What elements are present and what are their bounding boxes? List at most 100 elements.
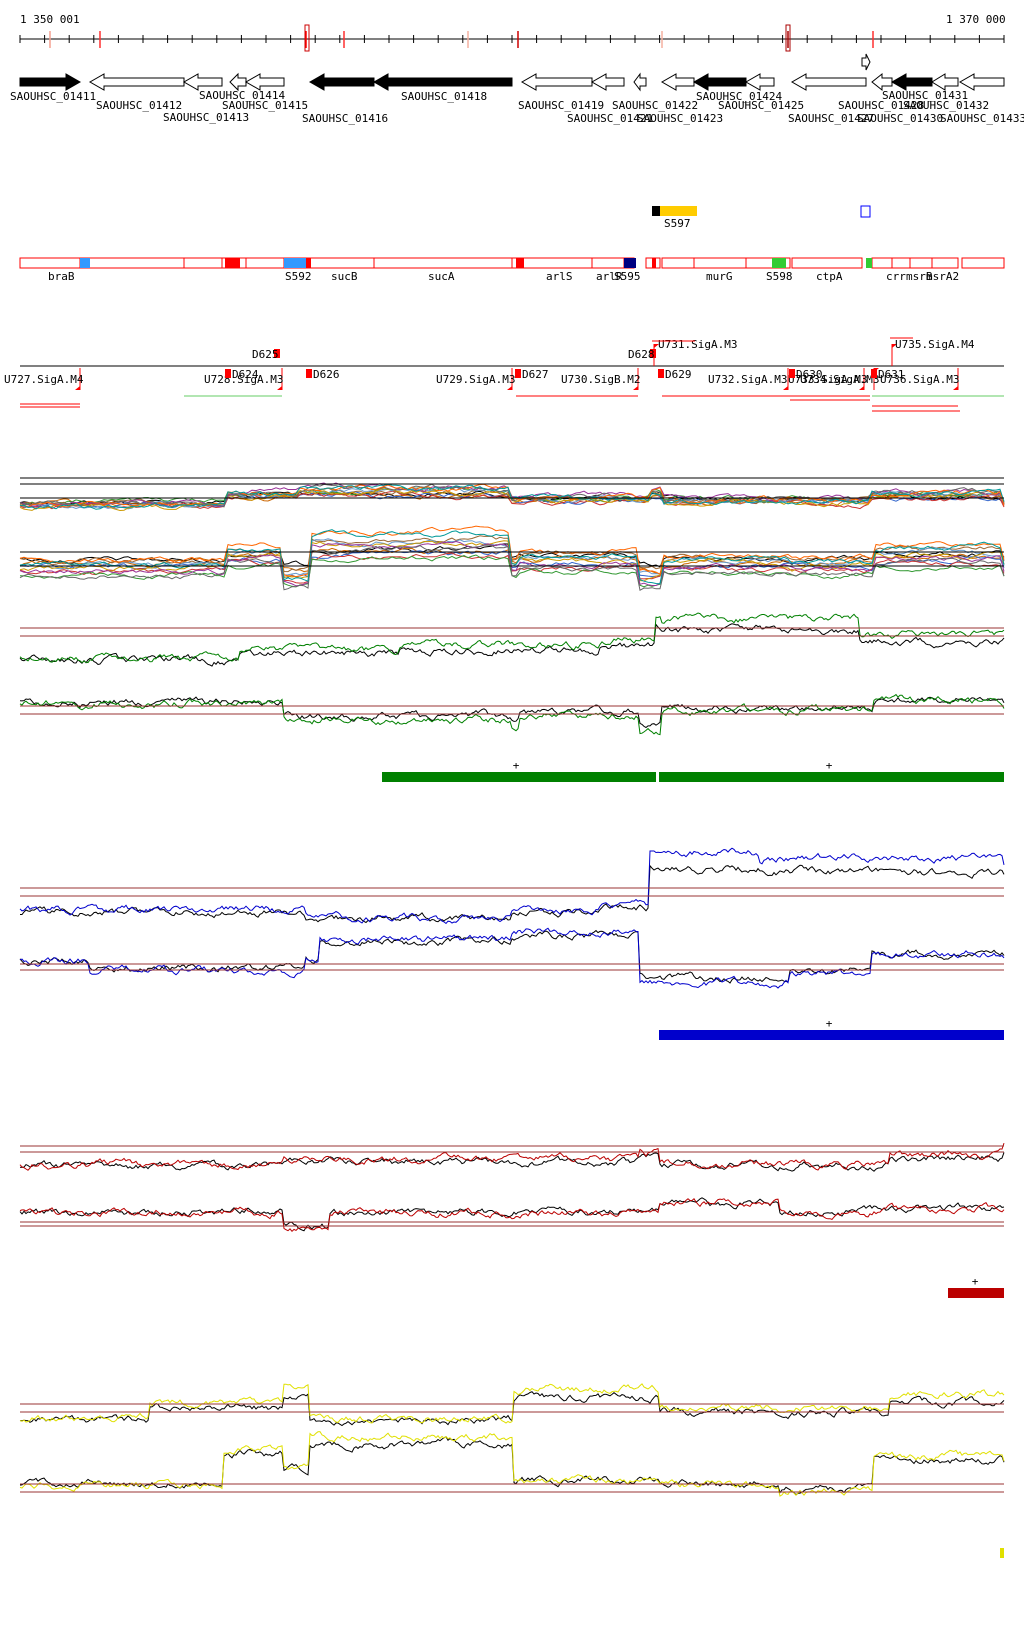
gene-label: SAOUHSC_01411 bbox=[10, 90, 96, 103]
annotation-label: crr bbox=[886, 270, 906, 283]
multi-condition-trace bbox=[19, 544, 1005, 591]
multi-condition-trace bbox=[19, 529, 1005, 585]
upshift-arrowhead bbox=[892, 344, 897, 348]
annotation-fill bbox=[866, 258, 872, 268]
downshift-label: D631 bbox=[878, 368, 905, 381]
upshift-arrowhead bbox=[783, 386, 788, 390]
annotation-box bbox=[591, 257, 625, 269]
annotation-box bbox=[931, 257, 959, 269]
gene-arrow bbox=[244, 73, 285, 91]
significance-plus-label: + bbox=[826, 759, 833, 772]
annotation-fill bbox=[772, 258, 786, 268]
downshift-marker bbox=[225, 369, 231, 378]
upshift-arrowhead bbox=[633, 386, 638, 390]
annotation-fill bbox=[652, 258, 656, 268]
annotation-label: S598 bbox=[766, 270, 793, 283]
gene-label: SAOUHSC_01418 bbox=[401, 90, 487, 103]
gene-label: SAOUHSC_01431 bbox=[882, 89, 968, 102]
gene-arrow bbox=[958, 73, 1005, 91]
gene-label: SAOUHSC_01416 bbox=[302, 112, 388, 125]
annotation-box bbox=[871, 257, 893, 269]
start-coordinate: 1 350 001 bbox=[20, 13, 80, 26]
expression-trace-condition bbox=[19, 1142, 1005, 1171]
gene-arrow bbox=[372, 73, 513, 91]
annotation-box bbox=[961, 257, 1005, 269]
downshift-label: D625 bbox=[252, 348, 279, 361]
significance-bar bbox=[948, 1288, 1004, 1298]
significance-plus-label: + bbox=[826, 1017, 833, 1030]
upshift-label: U733.SigA.M3 bbox=[788, 373, 867, 386]
expression-trace-condition bbox=[19, 1198, 1005, 1233]
gene-arrow bbox=[520, 73, 593, 91]
upshift-label: U732.SigA.M3 bbox=[708, 373, 787, 386]
upshift-label: U727.SigA.M4 bbox=[4, 373, 84, 386]
annotation-box bbox=[745, 257, 775, 269]
gene-label: SAOUHSC_01428 bbox=[838, 99, 924, 112]
gene-label: SAOUHSC_01422 bbox=[612, 99, 698, 112]
upshift-label: U731.SigA.M3 bbox=[658, 338, 737, 351]
gene-arrow bbox=[229, 72, 247, 92]
annotation-label: S595 bbox=[614, 270, 641, 283]
annotation-label: murG bbox=[706, 270, 733, 283]
upshift-label: U730.SigB.M2 bbox=[561, 373, 640, 386]
gene-arrow bbox=[861, 53, 871, 71]
upshift-arrowhead bbox=[507, 386, 512, 390]
novel-feature-s597-bar bbox=[660, 206, 697, 216]
annotation-label: msrA2 bbox=[926, 270, 959, 283]
upshift-arrowhead bbox=[277, 386, 282, 390]
gene-label: SAOUHSC_01433 bbox=[940, 112, 1024, 125]
gene-arrow bbox=[590, 73, 625, 91]
gene-label: SAOUHSC_01424 bbox=[696, 90, 782, 103]
gene-arrow bbox=[633, 72, 647, 92]
annotation-fill bbox=[624, 258, 636, 268]
gene-label: SAOUHSC_01415 bbox=[222, 99, 308, 112]
upshift-label: U735.SigA.M4 bbox=[895, 338, 975, 351]
downshift-marker bbox=[274, 349, 280, 358]
expression-trace-condition bbox=[19, 612, 1005, 664]
gene-label: SAOUHSC_01419 bbox=[518, 99, 604, 112]
downshift-label: D624 bbox=[232, 368, 259, 381]
gene-arrow bbox=[871, 72, 893, 92]
gene-arrow bbox=[744, 73, 775, 91]
gene-label: SAOUHSC_01421 bbox=[567, 112, 653, 125]
upshift-label: U736.SigA.M3 bbox=[880, 373, 959, 386]
expression-trace-reference bbox=[19, 696, 1005, 729]
downshift-marker bbox=[306, 369, 312, 378]
gene-arrow bbox=[890, 73, 933, 91]
upshift-arrowhead bbox=[953, 386, 958, 390]
multi-condition-trace bbox=[19, 552, 1005, 584]
annotation-label: arlS bbox=[546, 270, 573, 283]
downshift-marker bbox=[789, 369, 795, 378]
annotation-box bbox=[373, 257, 513, 269]
significance-bar bbox=[659, 1030, 1004, 1040]
multi-condition-trace bbox=[19, 540, 1005, 587]
annotation-label: braB bbox=[48, 270, 75, 283]
end-coordinate: 1 370 000 bbox=[946, 13, 1006, 26]
annotation-box bbox=[183, 257, 223, 269]
gene-label: SAOUHSC_01423 bbox=[637, 112, 723, 125]
annotation-box bbox=[309, 257, 375, 269]
expression-trace-condition bbox=[19, 847, 1005, 925]
annotation-fill bbox=[225, 258, 240, 268]
downshift-marker bbox=[658, 369, 664, 378]
annotation-fill bbox=[306, 258, 311, 268]
annotation-box bbox=[19, 257, 81, 269]
downshift-label: D630 bbox=[796, 368, 823, 381]
gene-arrow bbox=[790, 73, 867, 91]
ruler-marker-box bbox=[304, 24, 310, 52]
significance-bar bbox=[659, 772, 1004, 782]
ruler-marker-box bbox=[785, 24, 791, 52]
coordinate-ruler: 1 350 001 1 370 000 bbox=[19, 13, 1006, 52]
upshift-arrowhead bbox=[654, 344, 659, 348]
upshift-arrowhead bbox=[859, 386, 864, 390]
annotation-box bbox=[791, 257, 863, 269]
annotation-label: msrB bbox=[906, 270, 933, 283]
downshift-label: D629 bbox=[665, 368, 692, 381]
upshift-label: U729.SigA.M3 bbox=[436, 373, 515, 386]
gene-arrow bbox=[692, 73, 747, 91]
ruler-ticks bbox=[19, 24, 1005, 52]
expression-trace-condition bbox=[19, 693, 1005, 736]
expression-trace-condition bbox=[19, 1383, 1005, 1424]
multi-condition-trace bbox=[19, 483, 1005, 510]
